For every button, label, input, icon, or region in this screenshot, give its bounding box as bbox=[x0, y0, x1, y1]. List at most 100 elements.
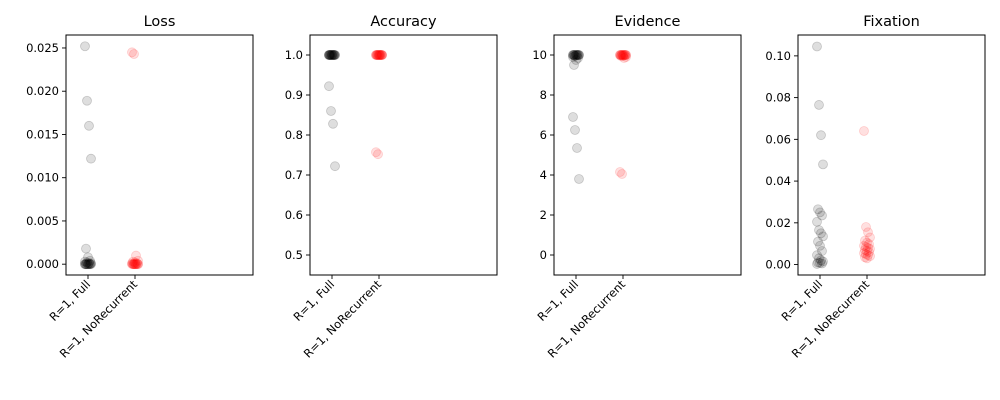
black-point bbox=[80, 259, 90, 270]
red-point bbox=[129, 49, 139, 59]
black-point bbox=[816, 228, 826, 239]
black-point bbox=[814, 253, 824, 264]
black-point bbox=[326, 50, 336, 60]
red-point bbox=[372, 50, 382, 60]
red-point bbox=[132, 259, 142, 270]
black-point bbox=[815, 240, 825, 251]
red-point bbox=[374, 50, 384, 60]
black-point bbox=[85, 259, 95, 270]
red-point bbox=[128, 256, 138, 267]
axes-frame bbox=[553, 34, 742, 276]
red-point bbox=[130, 259, 140, 270]
black-point bbox=[325, 50, 335, 60]
red-point bbox=[375, 50, 385, 60]
red-point bbox=[617, 50, 627, 60]
red-point bbox=[130, 257, 140, 268]
y-tick-label: 0.06 bbox=[765, 132, 791, 146]
black-point bbox=[86, 259, 96, 270]
y-tick-label: 0.00 bbox=[765, 258, 791, 272]
black-point bbox=[328, 118, 338, 129]
axes-frame bbox=[797, 34, 986, 276]
black-point bbox=[568, 52, 578, 62]
black-point bbox=[574, 174, 584, 184]
black-point bbox=[330, 50, 340, 60]
red-point bbox=[130, 259, 140, 270]
red-point bbox=[617, 50, 627, 60]
red-point bbox=[862, 246, 872, 256]
panel-title: Evidence bbox=[615, 14, 681, 30]
y-tick-label: 0.08 bbox=[765, 91, 791, 105]
black-point bbox=[83, 259, 93, 270]
red-point bbox=[863, 242, 873, 253]
black-point bbox=[86, 153, 96, 164]
red-point bbox=[616, 50, 626, 60]
y-tick-label: 2 bbox=[540, 208, 547, 222]
y-tick-label: 0.04 bbox=[765, 174, 791, 188]
black-point bbox=[328, 50, 338, 60]
red-point bbox=[127, 258, 137, 269]
red-point bbox=[377, 50, 387, 60]
red-point bbox=[861, 241, 871, 252]
black-point bbox=[327, 50, 337, 60]
black-point bbox=[330, 50, 340, 60]
red-point bbox=[865, 251, 875, 262]
black-point bbox=[329, 50, 339, 60]
red-point bbox=[371, 147, 381, 158]
y-tick-label: 0.025 bbox=[26, 41, 59, 55]
red-point bbox=[860, 245, 870, 255]
black-point bbox=[324, 50, 334, 60]
black-point bbox=[325, 50, 335, 60]
red-point bbox=[859, 240, 869, 251]
red-point bbox=[621, 52, 631, 62]
red-point bbox=[131, 250, 141, 261]
black-point bbox=[327, 50, 337, 60]
black-point bbox=[813, 257, 823, 268]
red-point bbox=[372, 50, 382, 60]
black-point bbox=[83, 259, 93, 270]
black-point bbox=[812, 250, 822, 261]
panel-title: Fixation bbox=[863, 14, 920, 30]
red-point bbox=[131, 259, 141, 270]
y-tick-label: 0.015 bbox=[26, 127, 59, 141]
red-point bbox=[376, 50, 386, 60]
red-point bbox=[860, 235, 870, 246]
black-point bbox=[568, 50, 578, 60]
red-point bbox=[615, 167, 625, 177]
red-point bbox=[374, 50, 384, 60]
panel-title: Accuracy bbox=[370, 14, 437, 30]
red-point bbox=[133, 259, 143, 270]
black-point bbox=[81, 259, 91, 270]
red-point bbox=[128, 259, 138, 270]
y-tick-label: 0.9 bbox=[285, 88, 303, 102]
red-point bbox=[863, 250, 873, 261]
red-point bbox=[376, 50, 386, 60]
y-tick-label: 10 bbox=[532, 48, 547, 62]
red-point bbox=[618, 51, 628, 61]
black-point bbox=[81, 259, 91, 270]
black-point bbox=[812, 216, 822, 227]
black-point bbox=[324, 50, 334, 60]
red-point bbox=[377, 50, 387, 60]
black-point bbox=[818, 159, 828, 170]
black-point bbox=[568, 112, 578, 122]
red-point bbox=[619, 50, 629, 60]
black-point bbox=[569, 50, 579, 60]
black-point bbox=[570, 50, 580, 60]
red-point bbox=[617, 169, 627, 179]
red-point bbox=[132, 258, 142, 269]
black-point bbox=[325, 50, 335, 60]
black-point bbox=[329, 50, 339, 60]
black-point bbox=[80, 259, 90, 270]
black-point bbox=[80, 256, 90, 267]
red-point bbox=[861, 222, 871, 232]
y-tick-label: 0.020 bbox=[26, 84, 59, 98]
red-point bbox=[864, 247, 874, 257]
y-tick-label: 0.8 bbox=[285, 128, 303, 142]
y-tick-label: 0.000 bbox=[26, 257, 59, 271]
black-point bbox=[85, 255, 95, 266]
red-point bbox=[615, 50, 625, 60]
y-tick-label: 0.02 bbox=[765, 216, 791, 230]
black-point bbox=[814, 225, 824, 236]
red-point bbox=[621, 50, 631, 60]
